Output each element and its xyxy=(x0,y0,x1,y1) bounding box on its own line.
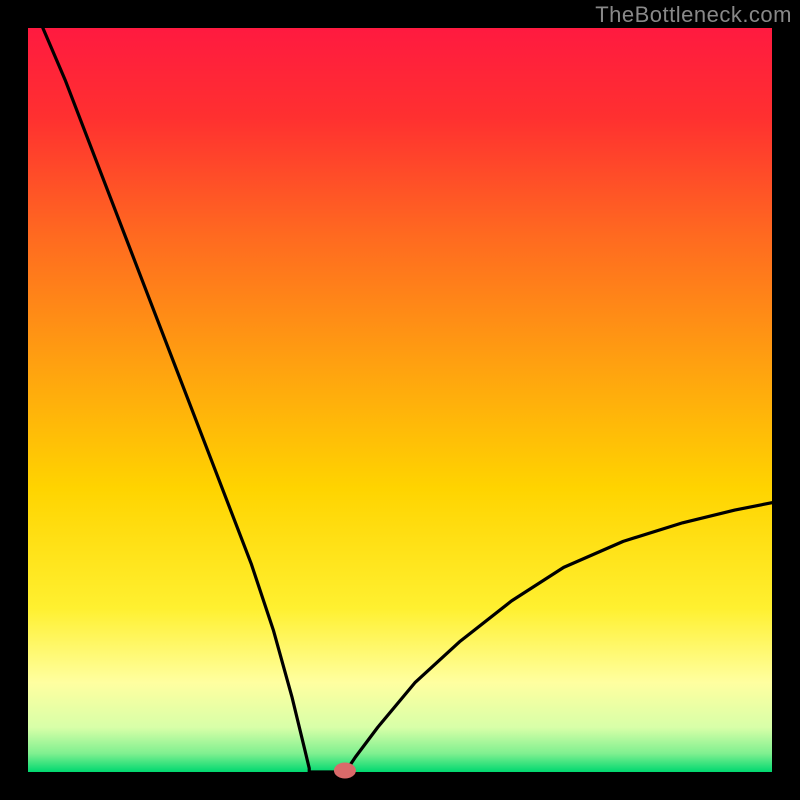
bottleneck-chart xyxy=(0,0,800,800)
watermark-text: TheBottleneck.com xyxy=(595,2,792,28)
chart-container: TheBottleneck.com xyxy=(0,0,800,800)
optimum-marker xyxy=(334,763,356,779)
gradient-background xyxy=(28,28,772,772)
